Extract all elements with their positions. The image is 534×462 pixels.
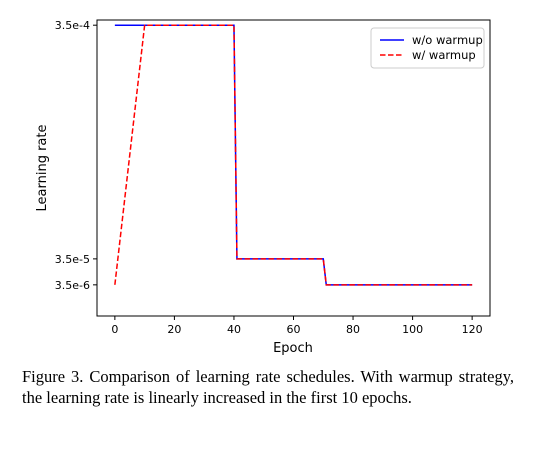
legend-box — [370, 27, 485, 69]
x-tick-label: 60 — [287, 323, 301, 336]
y-tick-label: 3.5e-6 — [55, 279, 90, 292]
y-tick-label: 3.5e-4 — [55, 19, 90, 32]
x-axis-label: Epoch — [273, 341, 313, 356]
learning-rate-chart: 0 20 40 60 80 100 120 3.5e-6 3.5e-5 3.5e-4 Epoch… — [35, 19, 491, 356]
x-axis-ticks: 0 20 40 60 80 100 120 — [111, 316, 483, 336]
x-tick-label: 20 — [167, 323, 181, 336]
legend-label: w/ warmup — [412, 48, 476, 62]
legend-label: w/o warmup — [412, 33, 483, 47]
x-tick-label: 40 — [227, 323, 241, 336]
x-tick-label: 120 — [462, 323, 483, 336]
x-tick-label: 100 — [402, 323, 423, 336]
y-axis-ticks: 3.5e-6 3.5e-5 3.5e-4 — [55, 19, 97, 292]
series-line-with-warmup — [114, 24, 473, 286]
y-axis-label: Learning rate — [35, 125, 50, 212]
y-tick-label: 3.5e-5 — [55, 253, 90, 266]
figure-caption: Figure 3. Comparison of learning rate sc… — [22, 367, 514, 407]
series-lines — [114, 24, 473, 286]
x-tick-label: 80 — [346, 323, 360, 336]
x-tick-label: 0 — [111, 323, 118, 336]
